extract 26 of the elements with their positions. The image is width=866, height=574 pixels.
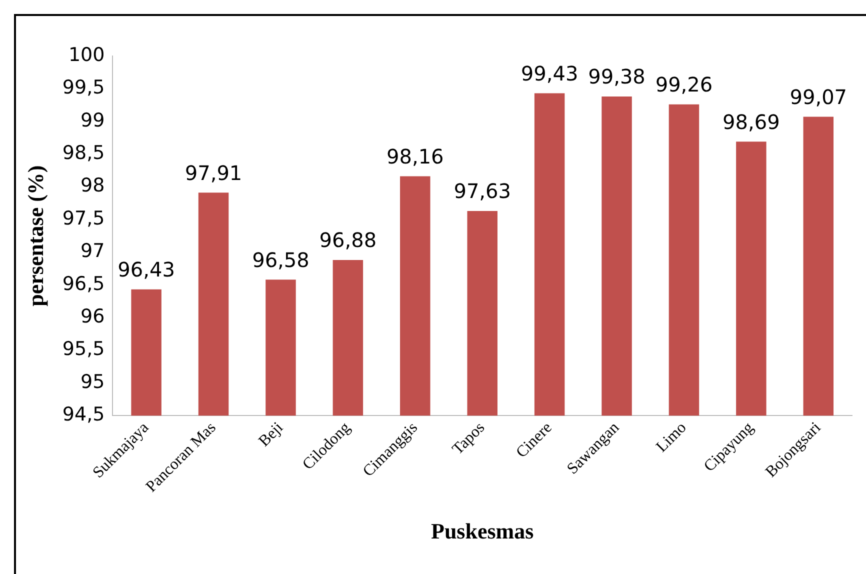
data-label: 97,91 <box>184 160 242 185</box>
y-tick-label: 94,5 <box>62 404 105 426</box>
data-label: 99,07 <box>790 85 848 110</box>
y-tick-label: 97 <box>80 240 105 262</box>
y-tick-label: 98,5 <box>62 142 105 164</box>
y-tick-label: 100 <box>68 44 105 66</box>
y-tick-label: 99 <box>80 109 105 132</box>
y-tick-label: 95 <box>80 370 105 393</box>
y-tick-label: 96 <box>80 305 105 328</box>
y-tick-label: 98 <box>80 174 105 197</box>
data-label: 99,38 <box>588 64 646 89</box>
y-tick-label: 95,5 <box>62 338 105 360</box>
y-tick-label: 99,5 <box>62 76 105 99</box>
data-label: 98,69 <box>722 110 780 134</box>
data-label: 96,58 <box>252 248 310 272</box>
data-label: 98,16 <box>386 144 444 169</box>
data-label: 99,43 <box>520 61 578 86</box>
data-label: 97,63 <box>454 179 511 204</box>
y-axis-title: persentase (%) <box>22 165 48 306</box>
data-label: 96,88 <box>319 228 377 252</box>
y-tick-label: 97,5 <box>62 207 105 230</box>
y-tick-label: 96,5 <box>62 272 105 295</box>
data-label: 99,26 <box>655 72 713 97</box>
x-axis-title: Puskesmas <box>431 518 534 544</box>
data-label: 96,43 <box>118 258 175 282</box>
x-tick-label: Beji <box>256 418 287 450</box>
